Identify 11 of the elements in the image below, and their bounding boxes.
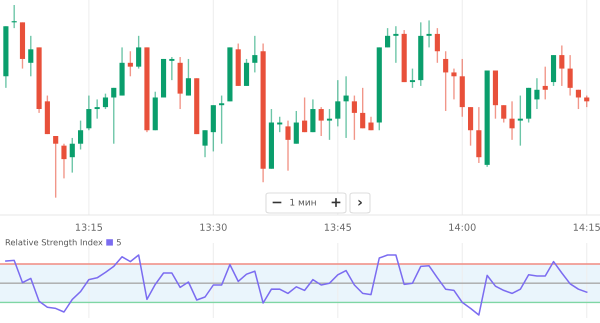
text: + bbox=[332, 198, 340, 207]
text: › bbox=[358, 200, 362, 206]
text: − bbox=[272, 202, 282, 204]
x-tick-label: 13:30 bbox=[200, 224, 227, 231]
x-tick-label: 13:45 bbox=[324, 224, 351, 231]
x-tick-label: 14:00 bbox=[449, 224, 476, 231]
x-tick-label: 13:15 bbox=[76, 224, 102, 231]
chart-title: Relative Strength Index bbox=[6, 238, 103, 248]
legend-label: 5 bbox=[116, 239, 121, 246]
text: 1 мин bbox=[290, 198, 316, 206]
x-tick-label: 14:15 bbox=[574, 224, 600, 231]
